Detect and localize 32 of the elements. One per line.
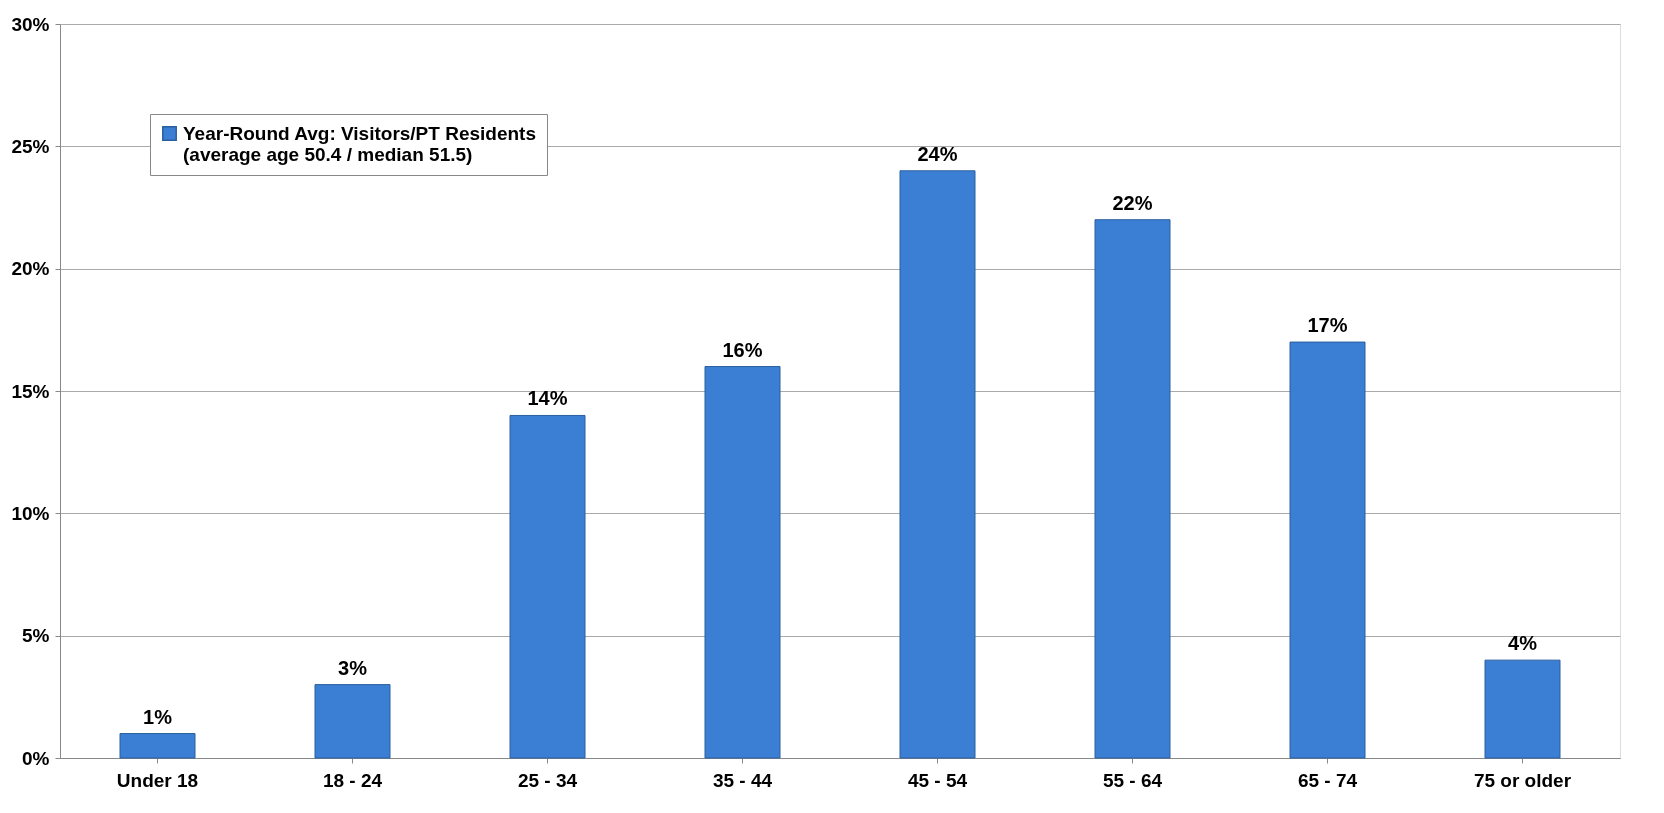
x-tick-label: 25 - 34 <box>517 769 578 791</box>
data-label: 14% <box>527 387 568 410</box>
y-tick-label: 15% <box>11 380 50 402</box>
bar <box>509 414 586 759</box>
y-tick-label: 0% <box>22 747 50 769</box>
bar <box>1094 219 1171 759</box>
bar <box>704 366 781 759</box>
data-label: 3% <box>338 656 368 679</box>
bar <box>1484 659 1561 759</box>
x-tick-label: 35 - 44 <box>712 769 773 791</box>
data-label: 4% <box>1508 632 1538 655</box>
data-label: 22% <box>1112 191 1153 214</box>
bar <box>119 733 196 759</box>
x-tick-label: 45 - 54 <box>907 769 968 791</box>
bar <box>1289 341 1366 759</box>
bar <box>314 684 391 759</box>
x-tick-label: 55 - 64 <box>1102 769 1163 791</box>
data-label: 16% <box>722 338 763 361</box>
x-tick-label: Under 18 <box>116 769 199 791</box>
x-tick-label: 65 - 74 <box>1297 769 1358 791</box>
x-tick-label: 75 or older <box>1473 769 1572 791</box>
x-tick-label: 18 - 24 <box>322 769 383 791</box>
data-label: 17% <box>1307 314 1348 337</box>
y-tick-label: 25% <box>11 135 50 157</box>
data-label: 1% <box>143 705 173 728</box>
data-label: 24% <box>917 142 958 165</box>
y-tick-label: 20% <box>11 258 50 280</box>
legend-label: Year-Round Avg: Visitors/PT Residents (average age 50.4 / median 51.5) <box>183 122 536 165</box>
y-tick-label: 10% <box>11 502 50 524</box>
bar <box>899 170 976 759</box>
y-tick-label: 30% <box>11 13 50 35</box>
y-tick-label: 5% <box>22 625 50 647</box>
